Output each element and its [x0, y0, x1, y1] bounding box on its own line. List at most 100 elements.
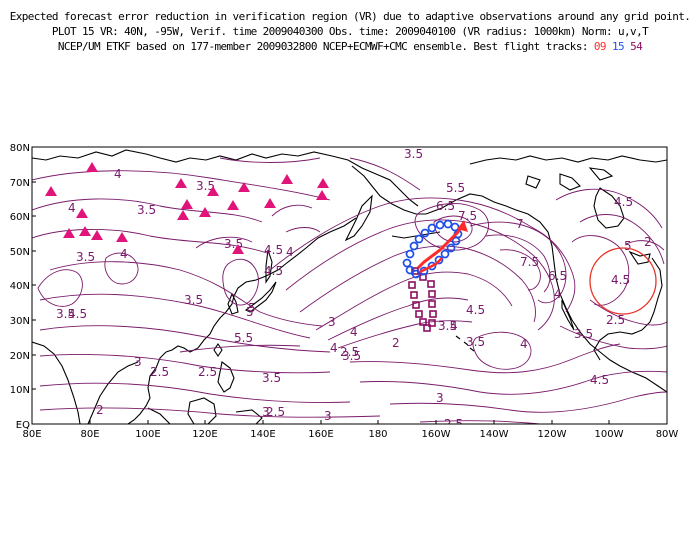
- track-54-marker: [428, 290, 436, 298]
- lon-label: 160E: [308, 429, 333, 440]
- contour-label: 3.5: [137, 203, 156, 217]
- contour-label-group: 3.543.53.53.544.555.56.57.577.56.544.555…: [56, 147, 652, 431]
- lat-label: 80N: [10, 143, 30, 154]
- contour-label: 4: [330, 341, 338, 355]
- track-15-marker: [427, 261, 437, 271]
- contour-label: 2.5: [444, 417, 463, 431]
- lat-label: 50N: [10, 247, 30, 258]
- contour-label: 4.5: [264, 264, 283, 278]
- track-54-marker: [419, 318, 427, 326]
- contour-label: 3: [436, 391, 444, 405]
- contour-label: 3: [134, 355, 142, 369]
- coastline-florida-east: [641, 257, 663, 331]
- obs-triangle: [91, 230, 103, 240]
- lon-label: 100E: [135, 429, 160, 440]
- contour-label: 3.5: [574, 327, 593, 341]
- contour-label: 2.5: [606, 313, 625, 327]
- obs-triangle: [316, 190, 328, 200]
- track-54-marker: [428, 319, 436, 327]
- coastline-sumatra: [147, 407, 171, 424]
- coastline-canadian-islands: [525, 167, 614, 191]
- track-54-marker: [423, 324, 431, 332]
- track-54-marker: [408, 281, 416, 289]
- lon-label: 120E: [192, 429, 217, 440]
- contour-label: 5.5: [446, 181, 465, 195]
- coastline-sakhalin: [265, 249, 273, 284]
- contour-label: 5: [246, 305, 254, 319]
- plot-title-line-2: PLOT 15 VR: 40N, -95W, Verif. time 20090…: [51, 25, 649, 38]
- obs-triangle: [76, 208, 88, 218]
- track-15-marker: [420, 228, 430, 238]
- track-09-line: [416, 225, 464, 270]
- verification-region-circle: [589, 247, 657, 315]
- contour-label: 5: [624, 239, 632, 253]
- contour-label: 3.5: [196, 179, 215, 193]
- contour-label: 3.5: [262, 371, 281, 385]
- flight-track-15: [402, 219, 463, 279]
- contour-label: 4: [520, 337, 528, 351]
- coastline-korea: [227, 292, 239, 315]
- obs-triangle: [227, 200, 239, 210]
- coastline-great-lakes: [628, 250, 651, 265]
- contour-label: 4.5: [466, 303, 485, 317]
- contour-label: 2: [96, 403, 104, 417]
- coastline-indochina: [127, 351, 167, 424]
- flight-track-09: [416, 220, 468, 274]
- contour-label: 3.5: [466, 335, 485, 349]
- obs-triangle: [177, 210, 189, 220]
- coastline-taiwan: [213, 343, 223, 357]
- contour-label: 4: [68, 201, 76, 215]
- contour-lines: [32, 157, 667, 424]
- contour-label: 6.5: [436, 199, 455, 213]
- track-15-marker: [446, 243, 456, 253]
- contour-label: 7: [516, 217, 524, 231]
- contour-label: 3.5: [438, 319, 457, 333]
- track-15-marker: [443, 219, 453, 229]
- lat-label: 30N: [10, 316, 30, 327]
- coastline-arctic-asia: [32, 149, 419, 207]
- track-15-marker: [435, 220, 445, 230]
- coastline-alaska: [425, 193, 517, 215]
- contour-label: 3: [262, 405, 270, 419]
- lat-label: 20N: [10, 351, 30, 362]
- contour-label: 3.5: [342, 349, 361, 363]
- obs-triangle: [79, 226, 91, 236]
- lat-label: 70N: [10, 178, 30, 189]
- coastline-north-america-arctic: [469, 155, 667, 165]
- track-15-marker: [405, 265, 415, 275]
- contour-label: 4: [120, 247, 128, 261]
- lon-label: 100W: [595, 429, 624, 440]
- obs-triangle: [181, 199, 193, 209]
- obs-triangle: [317, 178, 329, 188]
- map-body: 3.543.53.53.544.555.56.57.577.56.544.555…: [32, 147, 667, 431]
- lon-label: 120W: [538, 429, 567, 440]
- track-09-arrowhead: [457, 220, 468, 232]
- obs-triangle: [264, 198, 276, 208]
- track-15-marker: [434, 255, 444, 265]
- lon-label: 80E: [22, 429, 41, 440]
- obs-triangle: [207, 186, 219, 196]
- coastline-philippines: [217, 361, 235, 393]
- contour-label: 4: [350, 325, 358, 339]
- plot-title-line-3: NCEP/UM ETKF based on 177-member 2009032…: [0, 40, 700, 53]
- contour-label: 4: [114, 167, 122, 181]
- contour-label: 3.5: [76, 250, 95, 264]
- obs-triangle: [116, 232, 128, 242]
- coastline-india: [32, 341, 81, 424]
- contour-label: 3.5: [404, 147, 423, 161]
- lon-label: 140W: [480, 429, 509, 440]
- plot-title-line-1: Expected forecast error reduction in ver…: [9, 10, 691, 23]
- obs-triangle: [45, 186, 57, 196]
- contour-label: 2.5: [198, 365, 217, 379]
- track-15-marker: [427, 223, 437, 233]
- track-15-marker: [450, 222, 460, 232]
- track-15-marker: [414, 234, 424, 244]
- lon-label: 80E: [80, 429, 99, 440]
- track-54-marker: [427, 280, 435, 288]
- obs-triangle: [63, 228, 75, 238]
- coastline-kamchatka: [344, 194, 373, 242]
- contour-label: 2: [644, 235, 652, 249]
- dropsonde-triangles: [45, 162, 329, 254]
- lon-label: 160W: [422, 429, 451, 440]
